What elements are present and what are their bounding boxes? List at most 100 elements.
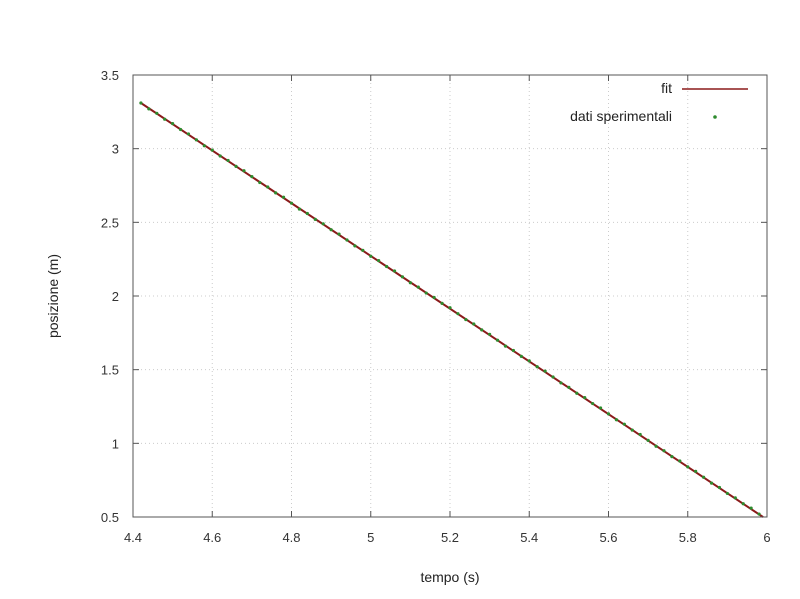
- x-tick-label: 5.2: [441, 530, 459, 545]
- data-point-dati-sperimentali: [155, 111, 159, 115]
- data-point-dati-sperimentali: [274, 191, 278, 195]
- legend-label-fit: fit: [661, 80, 672, 96]
- data-point-dati-sperimentali: [646, 438, 650, 442]
- data-point-dati-sperimentali: [440, 301, 444, 305]
- data-point-dati-sperimentali: [400, 275, 405, 279]
- data-point-dati-sperimentali: [210, 148, 214, 152]
- data-point-dati-sperimentali: [495, 338, 500, 342]
- data-point-dati-sperimentali: [591, 401, 595, 406]
- data-point-dati-sperimentali: [535, 365, 539, 369]
- data-point-dati-sperimentali: [511, 348, 515, 353]
- y-axis-tick-labels: 0.5 1 1.5 2 2.5 3 3.5: [101, 68, 119, 525]
- data-point-dati-sperimentali: [416, 285, 420, 289]
- y-tick-label: 2: [112, 289, 119, 304]
- data-point-dati-sperimentali: [178, 127, 183, 132]
- x-axis-tick-labels: 4.4 4.6 4.8 5 5.2 5.4 5.6 5.8 6: [124, 530, 771, 545]
- data-point-dati-sperimentali: [551, 375, 555, 379]
- data-point-dati-sperimentali: [408, 281, 412, 285]
- data-point-dati-sperimentali: [725, 491, 729, 496]
- data-point-dati-sperimentali: [678, 459, 682, 463]
- data-point-dati-sperimentali: [464, 317, 468, 322]
- y-tick-label: 0.5: [101, 510, 119, 525]
- data-point-dati-sperimentali: [741, 502, 745, 506]
- data-point-dati-sperimentali: [194, 138, 198, 142]
- data-point-dati-sperimentali: [202, 144, 206, 148]
- data-point-dati-sperimentali: [448, 306, 452, 310]
- data-point-dati-sperimentali: [622, 422, 626, 426]
- x-axis-title: tempo (s): [420, 569, 479, 585]
- x-tick-label: 5.4: [520, 530, 538, 545]
- data-point-dati-sperimentali: [369, 254, 373, 258]
- data-point-dati-sperimentali: [567, 385, 571, 389]
- x-tick-label: 4.8: [282, 530, 300, 545]
- legend-label-dati-sperimentali: dati sperimentali: [570, 108, 672, 124]
- x-tick-label: 4.4: [124, 530, 142, 545]
- data-point-dati-sperimentali: [258, 180, 262, 185]
- data-point-dati-sperimentali: [717, 485, 722, 490]
- data-point-dati-sperimentali: [543, 369, 547, 373]
- data-point-dati-sperimentali: [702, 475, 706, 479]
- data-point-dati-sperimentali: [218, 154, 222, 158]
- data-point-dati-sperimentali: [289, 201, 294, 205]
- data-point-dati-sperimentali: [250, 175, 254, 179]
- x-tick-label: 6: [763, 530, 770, 545]
- x-tick-label: 5: [367, 530, 374, 545]
- data-point-dati-sperimentali: [281, 195, 286, 199]
- data-point-dati-sperimentali: [345, 238, 349, 242]
- data-point-dati-sperimentali: [662, 449, 666, 453]
- data-point-dati-sperimentali: [606, 412, 611, 416]
- data-point-dati-sperimentali: [670, 454, 674, 459]
- x-tick-label: 5.6: [599, 530, 617, 545]
- data-point-dati-sperimentali: [456, 312, 460, 316]
- data-point-dati-sperimentali: [377, 259, 381, 263]
- x-tick-label: 5.8: [679, 530, 697, 545]
- data-point-dati-sperimentali: [733, 496, 737, 500]
- data-point-dati-sperimentali: [749, 506, 753, 510]
- data-point-dati-sperimentali: [242, 169, 246, 173]
- x-tick-label: 4.6: [203, 530, 221, 545]
- data-point-dati-sperimentali: [503, 344, 508, 348]
- data-point-dati-sperimentali: [186, 132, 191, 136]
- data-point-dati-sperimentali: [234, 164, 238, 168]
- data-point-dati-sperimentali: [527, 359, 531, 363]
- data-point-dati-sperimentali: [583, 396, 587, 400]
- data-point-dati-sperimentali: [686, 465, 690, 469]
- y-tick-label: 3: [112, 142, 119, 157]
- data-point-dati-sperimentali: [226, 158, 230, 163]
- data-point-dati-sperimentali: [575, 391, 579, 395]
- data-point-dati-sperimentali: [266, 185, 270, 189]
- data-point-dati-sperimentali: [337, 232, 341, 236]
- series-line-fit: [140, 102, 764, 518]
- data-point-dati-sperimentali: [757, 512, 761, 516]
- data-point-dati-sperimentali: [424, 291, 428, 295]
- data-point-dati-sperimentali: [559, 381, 563, 385]
- data-point-dati-sperimentali: [472, 322, 476, 326]
- plot-area: [139, 101, 764, 518]
- data-point-dati-sperimentali: [709, 481, 714, 485]
- y-axis-title: posizione (m): [45, 254, 61, 338]
- data-point-dati-sperimentali: [321, 222, 325, 226]
- data-point-dati-sperimentali: [147, 107, 151, 111]
- data-point-dati-sperimentali: [385, 264, 389, 269]
- data-point-dati-sperimentali: [361, 248, 365, 252]
- axis-ticks: [132, 74, 768, 518]
- data-point-dati-sperimentali: [392, 269, 397, 273]
- data-point-dati-sperimentali: [163, 117, 167, 121]
- legend-swatch-dati-sperimentali: [713, 115, 717, 119]
- y-tick-label: 2.5: [101, 215, 119, 230]
- data-point-dati-sperimentali: [432, 295, 436, 300]
- data-point-dati-sperimentali: [694, 469, 698, 473]
- data-point-dati-sperimentali: [313, 217, 317, 221]
- data-point-dati-sperimentali: [488, 332, 492, 336]
- y-tick-label: 3.5: [101, 68, 119, 83]
- y-tick-label: 1: [112, 436, 119, 451]
- data-point-dati-sperimentali: [171, 122, 175, 126]
- data-point-dati-sperimentali: [638, 432, 642, 437]
- data-point-dati-sperimentali: [654, 444, 658, 448]
- data-point-dati-sperimentali: [305, 211, 309, 216]
- data-point-dati-sperimentali: [297, 207, 302, 211]
- legend: fit dati sperimentali: [570, 80, 748, 124]
- data-point-dati-sperimentali: [519, 354, 523, 359]
- data-point-dati-sperimentali: [480, 328, 484, 332]
